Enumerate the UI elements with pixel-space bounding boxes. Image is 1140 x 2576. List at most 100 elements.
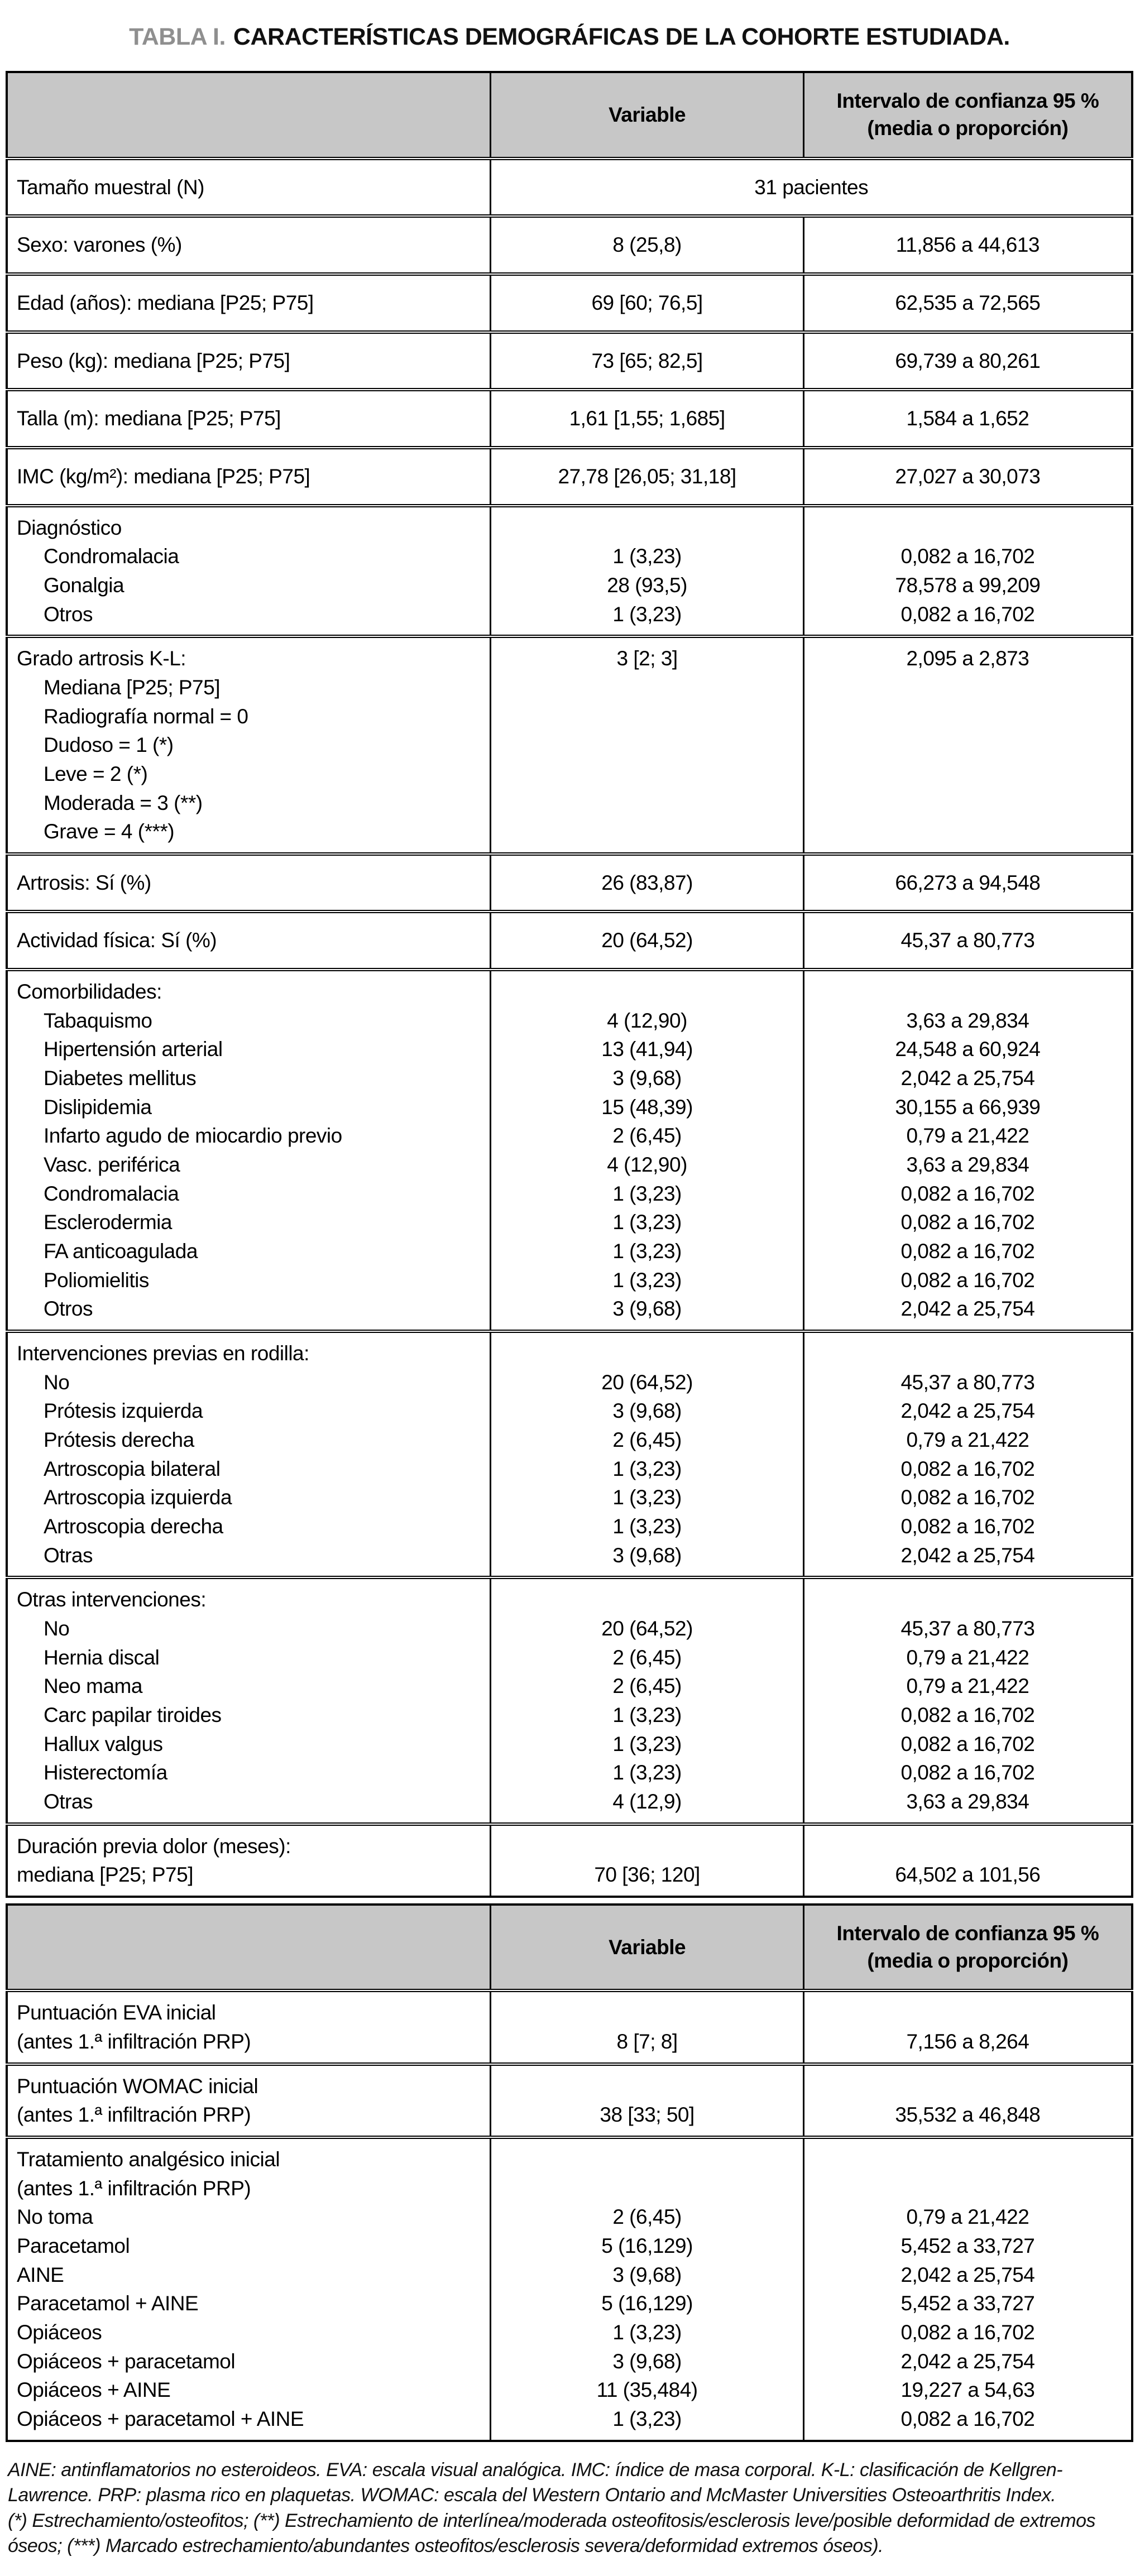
row-label: Comorbilidades: (7, 968, 491, 1006)
row-confidence-interval: 2,042 a 25,754 (802, 2260, 1132, 2290)
table-row: Diagnóstico (7, 503, 1132, 543)
row-value: 70 [36; 120] (490, 1860, 804, 1897)
row-label: Actividad física: Sí (%) (7, 910, 491, 970)
row-label: Opiáceos + AINE (17, 2378, 171, 2402)
row-label: Moderada = 3 (**) (44, 791, 203, 814)
row-confidence-interval: 0,082 a 16,702 (802, 1758, 1132, 1787)
table-row: Grado artrosis K-L: 3 [2; 3] 2,095 a 2,873 (7, 635, 1132, 673)
table-row: Otras 3 (9,68) 2,042 a 25,754 (7, 1541, 1132, 1578)
row-label: Prótesis izquierda (44, 1399, 203, 1423)
row-confidence-interval: 0,79 a 21,422 (802, 1672, 1132, 1701)
table-row: Hernia discal 2 (6,45) 0,79 a 21,422 (7, 1643, 1132, 1672)
row-label: (antes 1.ª infiltración PRP) (17, 2176, 251, 2200)
demographics-table-1: Variable Intervalo de confianza 95 % (me… (6, 71, 1133, 1898)
row-confidence-interval: 1,584 a 1,652 (802, 388, 1132, 448)
table-row: Sexo: varones (%) 8 (25,8) 11,856 a 44,613 (7, 214, 1132, 274)
table-row: mediana [P25; P75] 70 [36; 120] 64,502 a 1… (7, 1860, 1132, 1897)
row-confidence-interval: 0,082 a 16,702 (802, 1512, 1132, 1541)
row-confidence-interval: 0,082 a 16,702 (802, 1729, 1132, 1759)
table-row: Opiáceos + AINE 11 (35,484) 19,227 a 54,63 (7, 2376, 1132, 2405)
row-value (490, 2174, 804, 2203)
row-label: Peso (kg): mediana [P25; P75] (7, 330, 491, 390)
row-confidence-interval: 78,578 a 99,209 (802, 570, 1132, 600)
row-value: 28 (93,5) (490, 570, 804, 600)
row-value: 5 (16,129) (490, 2289, 804, 2319)
row-confidence-interval (802, 788, 1132, 818)
row-label: Gonalgia (44, 573, 124, 597)
row-label: No toma (17, 2205, 93, 2229)
row-value (490, 503, 804, 543)
row-confidence-interval: 7,156 a 8,264 (802, 2027, 1132, 2064)
footnotes: AINE: antinflamatorios no esteroideos. E… (6, 2458, 1133, 2559)
row-confidence-interval (802, 673, 1132, 702)
row-value: 20 (64,52) (490, 910, 804, 970)
row-confidence-interval: 64,502 a 101,56 (802, 1860, 1132, 1897)
table-row: Hipertensión arterial 13 (41,94) 24,548 a … (7, 1035, 1132, 1064)
row-label: Carc papilar tiroides (44, 1703, 222, 1726)
row-confidence-interval (802, 759, 1132, 789)
row-value: 73 [65; 82,5] (490, 330, 804, 390)
row-label: Otros (44, 1297, 93, 1321)
row-value (490, 673, 804, 702)
row-value: 1 (3,23) (490, 1237, 804, 1266)
header-empty-cell (7, 1904, 491, 1993)
table-row: FA anticoagulada 1 (3,23) 0,082 a 16,702 (7, 1237, 1132, 1266)
table-row: Artroscopia bilateral 1 (3,23) 0,082 a 16,… (7, 1454, 1132, 1484)
table-row: Mediana [P25; P75] (7, 673, 1132, 702)
row-label: No (44, 1370, 70, 1394)
row-label: IMC (kg/m²): mediana [P25; P75] (7, 445, 491, 506)
row-label: Tamaño muestral (N) (7, 156, 491, 217)
row-label: Artrosis: Sí (%) (7, 852, 491, 912)
table-row: Opiáceos + paracetamol + AINE 1 (3,23) 0,0… (7, 2405, 1132, 2441)
header-empty-cell (7, 72, 491, 160)
row-label: Duración previa dolor (meses): (7, 1822, 491, 1861)
row-confidence-interval: 24,548 a 60,924 (802, 1035, 1132, 1064)
row-value (490, 2136, 804, 2174)
header-confidence-interval: Intervalo de confianza 95 % (media o pro… (802, 1904, 1132, 1993)
row-value: 1 (3,23) (490, 1700, 804, 1730)
row-confidence-interval: 0,082 a 16,702 (802, 1483, 1132, 1512)
table-row: IMC (kg/m²): mediana [P25; P75] 27,78 [26… (7, 445, 1132, 506)
table-row: Intervenciones previas en rodilla: (7, 1330, 1132, 1368)
row-confidence-interval: 5,452 a 33,727 (802, 2232, 1132, 2261)
row-label: Puntuación EVA inicial (7, 1989, 491, 2028)
row-label: Neo mama (44, 1675, 142, 1698)
table-row: Vasc. periférica 4 (12,90) 3,63 a 29,834 (7, 1150, 1132, 1179)
table-row: Dislipidemia 15 (48,39) 30,155 a 66,939 (7, 1092, 1132, 1122)
row-label: Diabetes mellitus (44, 1067, 197, 1090)
table-row: Condromalacia 1 (3,23) 0,082 a 16,702 (7, 1179, 1132, 1208)
row-value: 27,78 [26,05; 31,18] (490, 445, 804, 506)
row-confidence-interval (802, 2136, 1132, 2174)
row-label: Dudoso = 1 (*) (44, 733, 174, 757)
table-row: Actividad física: Sí (%) 20 (64,52) 45,37 … (7, 910, 1132, 970)
row-confidence-interval: 0,082 a 16,702 (802, 1208, 1132, 1237)
row-confidence-interval: 3,63 a 29,834 (802, 1150, 1132, 1179)
row-confidence-interval: 0,082 a 16,702 (802, 542, 1132, 571)
row-confidence-interval: 0,082 a 16,702 (802, 1237, 1132, 1266)
table-row: Moderada = 3 (**) (7, 788, 1132, 818)
row-value: 3 (9,68) (490, 2260, 804, 2290)
row-value: 4 (12,90) (490, 1006, 804, 1035)
row-value: 38 [33; 50] (490, 2100, 804, 2138)
row-label: Mediana [P25; P75] (44, 675, 220, 699)
row-value: 13 (41,94) (490, 1035, 804, 1064)
table-row: Puntuación WOMAC inicial (7, 2062, 1132, 2101)
row-value: 8 (25,8) (490, 214, 804, 274)
table-row: Prótesis izquierda 3 (9,68) 2,042 a 25,754 (7, 1397, 1132, 1426)
row-value: 4 (12,90) (490, 1150, 804, 1179)
row-label: Sexo: varones (%) (7, 214, 491, 274)
table-row: No 20 (64,52) 45,37 a 80,773 (7, 1368, 1132, 1397)
row-label: Histerectomía (44, 1761, 167, 1785)
row-confidence-interval: 0,79 a 21,422 (802, 1425, 1132, 1455)
row-confidence-interval: 45,37 a 80,773 (802, 1368, 1132, 1397)
table-row: Hallux valgus 1 (3,23) 0,082 a 16,702 (7, 1729, 1132, 1759)
footnote-asterisks: (*) Estrechamiento/osteofitos; (**) Estr… (8, 2510, 1096, 2557)
row-label: Hipertensión arterial (44, 1038, 223, 1061)
row-confidence-interval: 0,082 a 16,702 (802, 1265, 1132, 1295)
row-value: 1 (3,23) (490, 2318, 804, 2347)
row-confidence-interval: 2,042 a 25,754 (802, 1064, 1132, 1093)
row-confidence-interval (802, 1822, 1132, 1861)
row-confidence-interval (802, 1576, 1132, 1614)
row-value: 1,61 [1,55; 1,685] (490, 388, 804, 448)
